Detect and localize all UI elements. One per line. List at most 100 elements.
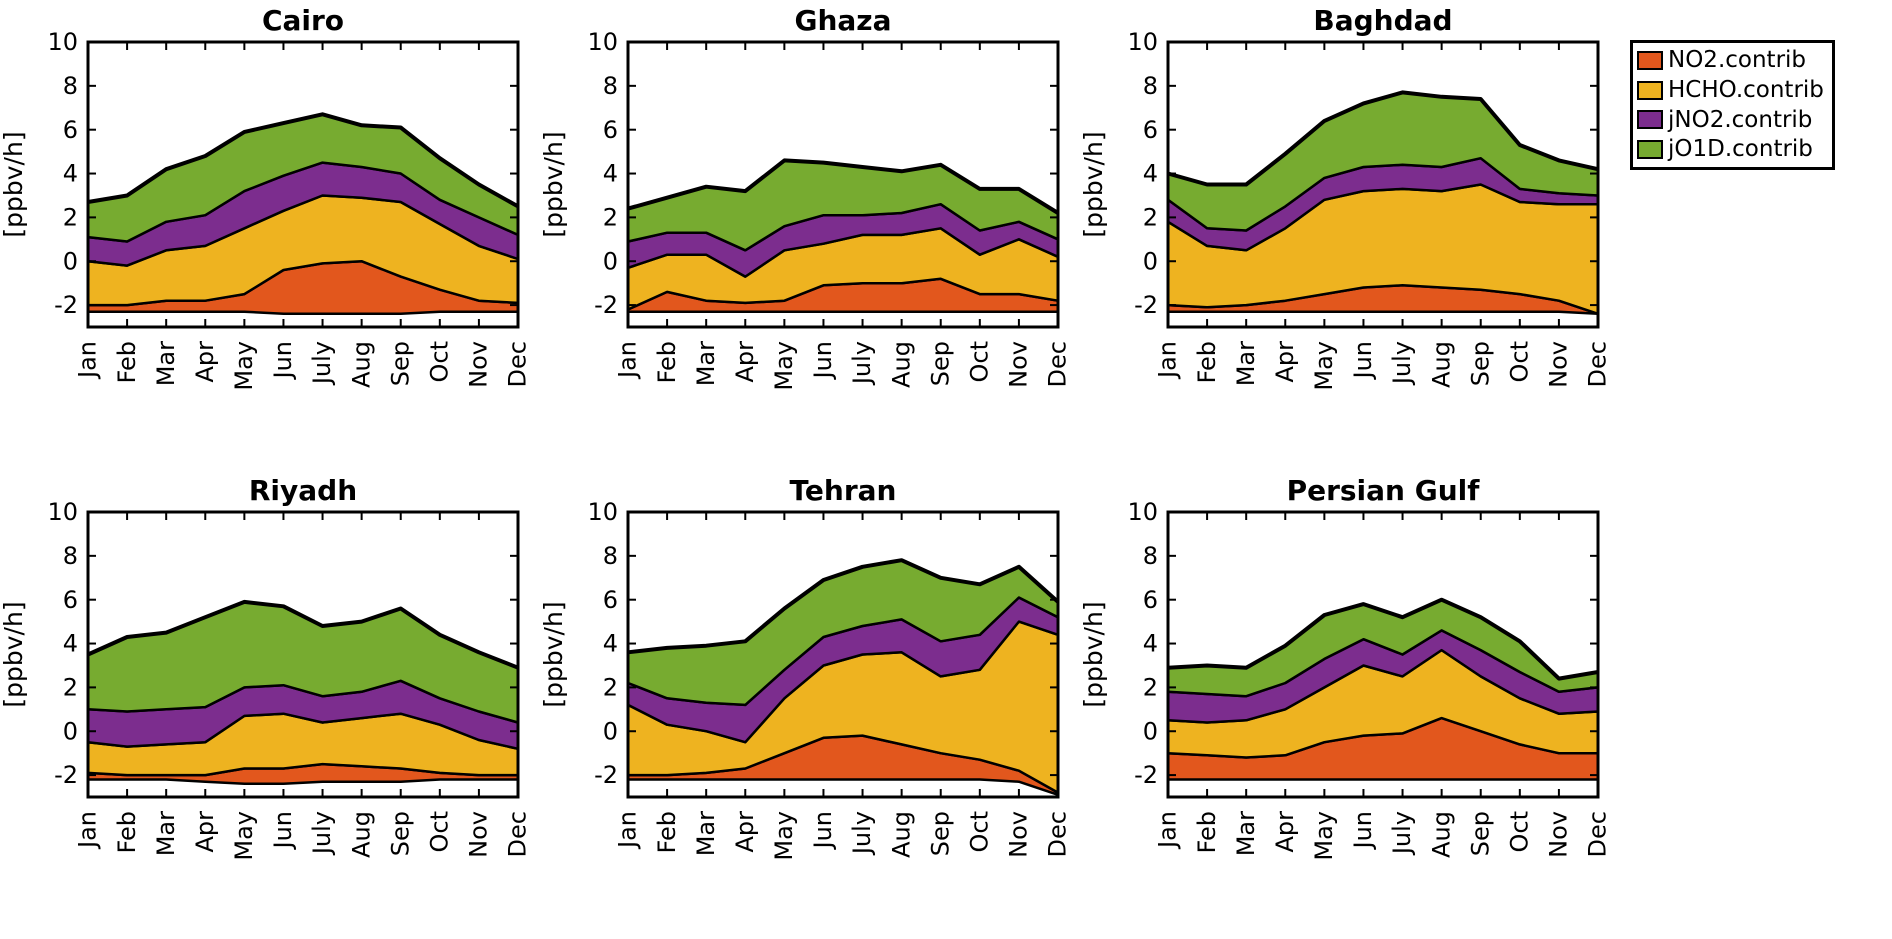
y-tick-label: 6 bbox=[603, 116, 618, 144]
y-axis-label: [ppbv/h] bbox=[540, 601, 568, 707]
chart-persian-gulf: Jan Feb Mar Apr May Jun July Aug Sep Oct Nov Dec -2 0… bbox=[1080, 470, 1620, 939]
legend-item-jo1d: jO1D.contrib bbox=[1637, 135, 1824, 164]
x-tick-label: Nov bbox=[1545, 341, 1573, 388]
x-tick-label: Mar bbox=[1232, 341, 1260, 386]
y-tick-label: 2 bbox=[63, 204, 78, 232]
y-tick-label: 2 bbox=[63, 674, 78, 702]
x-tick-label: May bbox=[770, 811, 798, 861]
x-tick-label: July bbox=[1388, 341, 1416, 386]
chart-baghdad: Jan Feb Mar Apr May Jun July Aug Sep Oct Nov Dec -2 0… bbox=[1080, 0, 1620, 470]
y-tick-label: 8 bbox=[63, 72, 78, 100]
y-tick-label: 2 bbox=[603, 674, 618, 702]
x-tick-label: July bbox=[848, 811, 876, 856]
x-tick-label: Mar bbox=[1232, 811, 1260, 856]
total-line bbox=[627, 158, 1060, 215]
x-tick-label: Mar bbox=[152, 341, 180, 386]
y-tick-label: 6 bbox=[1143, 116, 1158, 144]
legend-swatch-jo1d-icon bbox=[1637, 140, 1663, 160]
x-tick-label: Apr bbox=[191, 811, 219, 853]
chart-title: Ghaza bbox=[794, 4, 891, 37]
x-tick-label: Dec bbox=[1044, 341, 1072, 387]
legend-item-jno2: jNO2.contrib bbox=[1637, 106, 1824, 135]
x-tick-label: Aug bbox=[347, 811, 375, 858]
y-tick-label: 6 bbox=[1143, 586, 1158, 614]
y-axis-label: [ppbv/h] bbox=[1080, 131, 1108, 237]
x-tick-label: Feb bbox=[113, 341, 141, 384]
x-tick-label: July bbox=[1388, 811, 1416, 856]
axes-box bbox=[1166, 510, 1600, 799]
x-tick-label: July bbox=[308, 341, 336, 386]
x-tick-label: May bbox=[230, 811, 258, 861]
x-tick-label: Apr bbox=[731, 811, 759, 853]
x-tick-label: Aug bbox=[887, 811, 915, 858]
y-axis-label: [ppbv/h] bbox=[1080, 601, 1108, 707]
x-tick-label: Apr bbox=[1271, 811, 1299, 853]
x-tick-label: Oct bbox=[425, 811, 453, 853]
y-tick-label: 0 bbox=[1143, 247, 1158, 275]
y-tick-label: 8 bbox=[603, 72, 618, 100]
x-tick-label: Jun bbox=[1349, 341, 1377, 381]
x-tick-label: Sep bbox=[1466, 811, 1494, 856]
x-tick-label: Dec bbox=[1584, 811, 1612, 857]
x-tick-label: Jun bbox=[269, 811, 297, 851]
total-line bbox=[87, 599, 519, 670]
legend-swatch-jno2-icon bbox=[1637, 110, 1663, 130]
x-tick-label: Jan bbox=[1154, 341, 1182, 380]
y-tick-label: 2 bbox=[603, 204, 618, 232]
chart-svg-cairo: Jan Feb Mar Apr May Jun July Aug Sep Oct Nov Dec -2 0… bbox=[0, 4, 532, 391]
legend-swatch-no2-icon bbox=[1637, 50, 1663, 70]
x-tick-label: Sep bbox=[926, 811, 954, 856]
axes-box bbox=[1166, 40, 1600, 329]
total-line bbox=[627, 558, 1060, 655]
y-tick-label: 8 bbox=[1143, 72, 1158, 100]
x-tick-label: Nov bbox=[465, 341, 493, 388]
x-tick-label: Jun bbox=[809, 811, 837, 851]
x-tick-label: Aug bbox=[887, 341, 915, 388]
x-tick-label: Oct bbox=[965, 811, 993, 853]
legend-swatch-hcho-icon bbox=[1637, 80, 1663, 100]
y-tick-label: 6 bbox=[603, 586, 618, 614]
y-tick-label: 10 bbox=[587, 498, 618, 526]
chart-svg-baghdad: Jan Feb Mar Apr May Jun July Aug Sep Oct Nov Dec -2 0… bbox=[1080, 4, 1612, 391]
x-tick-label: Sep bbox=[386, 811, 414, 856]
y-tick-label: -2 bbox=[1134, 761, 1158, 789]
x-tick-label: Dec bbox=[504, 341, 532, 387]
x-tick-label: Apr bbox=[1271, 341, 1299, 383]
x-tick-label: Oct bbox=[425, 341, 453, 383]
chart-title: Baghdad bbox=[1313, 4, 1452, 37]
y-tick-label: 6 bbox=[63, 586, 78, 614]
x-tick-label: Aug bbox=[1427, 811, 1455, 858]
x-tick-label: Oct bbox=[965, 341, 993, 383]
chart-svg-ghaza: Jan Feb Mar Apr May Jun July Aug Sep Oct Nov Dec -2 0… bbox=[540, 4, 1072, 391]
chart-title: Persian Gulf bbox=[1287, 474, 1481, 507]
x-tick-label: Feb bbox=[653, 811, 681, 854]
x-tick-label: Feb bbox=[653, 341, 681, 384]
x-tick-label: Jan bbox=[74, 811, 102, 850]
x-tick-label: Mar bbox=[692, 341, 720, 386]
x-tick-label: Oct bbox=[1505, 811, 1533, 853]
y-tick-label: -2 bbox=[54, 761, 78, 789]
y-tick-label: 10 bbox=[1127, 498, 1158, 526]
axes-box bbox=[86, 510, 520, 799]
x-tick-label: Nov bbox=[465, 811, 493, 858]
y-tick-label: 8 bbox=[63, 542, 78, 570]
chart-riyadh: Jan Feb Mar Apr May Jun July Aug Sep Oct Nov Dec -2 0… bbox=[0, 470, 540, 939]
y-tick-label: 10 bbox=[47, 498, 78, 526]
x-tick-label: Aug bbox=[1427, 341, 1455, 388]
x-tick-label: May bbox=[1310, 811, 1338, 861]
chart-tehran: Jan Feb Mar Apr May Jun July Aug Sep Oct Nov Dec -2 0… bbox=[540, 470, 1080, 939]
axes-box bbox=[626, 510, 1060, 799]
x-tick-label: Dec bbox=[1044, 811, 1072, 857]
chart-svg-tehran: Jan Feb Mar Apr May Jun July Aug Sep Oct Nov Dec -2 0… bbox=[540, 474, 1072, 861]
x-tick-label: Feb bbox=[113, 811, 141, 854]
y-tick-label: 2 bbox=[1143, 674, 1158, 702]
legend: NO2.contrib HCHO.contrib jNO2.contrib jO… bbox=[1630, 40, 1835, 170]
x-tick-label: Sep bbox=[1466, 341, 1494, 386]
x-tick-label: Jan bbox=[614, 811, 642, 850]
x-tick-label: Feb bbox=[1193, 811, 1221, 854]
x-tick-label: Aug bbox=[347, 341, 375, 388]
y-tick-label: 6 bbox=[63, 116, 78, 144]
y-tick-label: 8 bbox=[1143, 542, 1158, 570]
chart-cairo: Jan Feb Mar Apr May Jun July Aug Sep Oct Nov Dec -2 0… bbox=[0, 0, 540, 470]
total-line bbox=[1167, 597, 1599, 681]
